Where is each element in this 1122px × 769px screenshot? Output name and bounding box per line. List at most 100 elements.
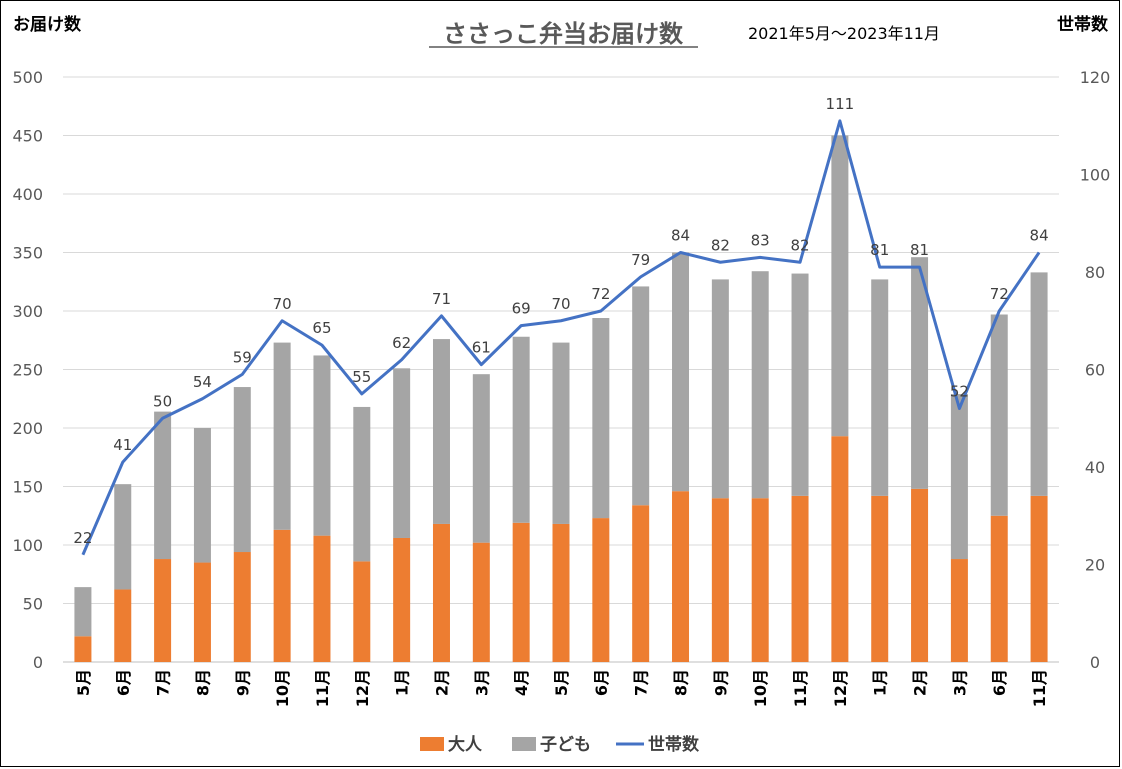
household-data-label: 79 — [631, 251, 650, 269]
household-data-label: 71 — [432, 290, 451, 308]
x-axis: 5月 6月 7月 8月 9月 10月 11月 12月 1月 2月 3月 4月 5月 6月 7月 8月 9月 10月… — [74, 669, 1049, 707]
bar-child — [1030, 272, 1048, 496]
y-left-tick-label: 450 — [12, 127, 43, 146]
x-tick-label: 9月 — [711, 669, 730, 696]
x-tick-label: 3月 — [950, 669, 969, 696]
legend-label-adult: 大人 — [448, 734, 483, 755]
x-tick-label: 11月 — [313, 669, 332, 707]
y-right-tick-label: 100 — [1080, 166, 1111, 185]
y-right-tick-label: 40 — [1085, 458, 1105, 477]
y-left-tick-label: 350 — [12, 244, 43, 263]
bar-child — [632, 286, 650, 506]
household-data-label: 52 — [950, 383, 969, 401]
bar-adult — [831, 436, 849, 662]
x-tick-label: 6月 — [592, 669, 611, 696]
bar-adult — [871, 495, 889, 662]
household-data-label: 84 — [671, 227, 690, 245]
bar-child — [472, 374, 490, 543]
bar-adult — [273, 529, 291, 662]
household-data-label: 61 — [472, 339, 491, 357]
bar-child — [871, 279, 889, 496]
bar-child — [393, 368, 411, 538]
chart-title: ささっこ弁当お届け数 — [443, 20, 684, 48]
x-tick-label: 2月 — [911, 669, 930, 696]
legend-swatch-adult — [420, 737, 444, 751]
x-tick-label: 12月 — [353, 669, 372, 707]
bar-child — [831, 135, 849, 437]
bar-adult — [632, 505, 650, 662]
legend-label-household: 世帯数 — [648, 734, 700, 755]
x-tick-label: 5月 — [552, 669, 571, 696]
x-tick-label: 12月 — [831, 669, 850, 707]
y-right-tick-label: 60 — [1085, 361, 1105, 380]
bar-adult — [911, 488, 929, 662]
bar-adult — [74, 636, 92, 662]
x-tick-label: 1月 — [871, 669, 890, 696]
bar-child — [552, 342, 570, 524]
household-data-label: 81 — [870, 241, 889, 259]
x-tick-label: 6月 — [990, 669, 1009, 696]
bar-adult — [592, 518, 610, 662]
y-axis-right-title: 世帯数 — [1057, 14, 1109, 35]
bar-adult — [711, 498, 729, 662]
bar-adult — [990, 515, 1008, 662]
bar-adult — [472, 542, 490, 662]
bar-child — [950, 394, 968, 560]
x-tick-label: 6月 — [114, 669, 133, 696]
household-data-label: 84 — [1030, 227, 1049, 245]
household-data-label: 65 — [312, 319, 331, 337]
bar-child — [990, 314, 1008, 516]
y-left-tick-label: 100 — [12, 536, 43, 555]
y-left-tick-label: 200 — [12, 419, 43, 438]
x-tick-label: 9月 — [233, 669, 252, 696]
bars — [74, 135, 1048, 662]
y-right-tick-label: 20 — [1085, 556, 1105, 575]
x-tick-label: 5月 — [74, 669, 93, 696]
household-data-label: 72 — [591, 285, 610, 303]
bar-adult — [432, 523, 450, 662]
bar-child — [193, 428, 211, 563]
x-tick-label: 8月 — [672, 669, 691, 696]
x-tick-label: 8月 — [193, 669, 212, 696]
x-tick-label: 11月 — [791, 669, 810, 707]
bar-adult — [672, 491, 690, 662]
household-data-label: 111 — [826, 95, 855, 113]
x-tick-label: 1月 — [393, 669, 412, 696]
legend: 大人 子ども 世帯数 — [420, 734, 700, 755]
household-data-label: 22 — [73, 529, 92, 547]
bar-adult — [193, 562, 211, 662]
line-series — [81, 119, 1041, 556]
bar-child — [313, 355, 331, 536]
x-tick-label: 11月 — [1030, 669, 1049, 707]
bar-child — [911, 257, 929, 489]
x-tick-label: 3月 — [472, 669, 491, 696]
bar-child — [751, 271, 769, 499]
bar-adult — [353, 561, 371, 662]
y-left-tick-label: 500 — [12, 68, 43, 87]
bar-adult — [114, 589, 132, 662]
household-data-label: 55 — [352, 368, 371, 386]
y-left-tick-label: 300 — [12, 302, 43, 321]
bar-adult — [1030, 495, 1048, 662]
y-left-tick-label: 250 — [12, 361, 43, 380]
bar-child — [512, 336, 530, 523]
legend-label-child: 子ども — [540, 735, 591, 755]
bar-child — [791, 273, 809, 496]
legend-swatch-child — [512, 737, 536, 751]
bar-adult — [552, 523, 570, 662]
household-data-label: 82 — [711, 236, 730, 254]
bar-child — [592, 318, 610, 519]
household-data-label: 62 — [392, 334, 411, 352]
y-right-tick-label: 120 — [1080, 68, 1111, 87]
y-left-tick-label: 400 — [12, 185, 43, 204]
household-data-label: 70 — [551, 295, 570, 313]
x-tick-label: 7月 — [154, 669, 173, 696]
household-data-label: 83 — [751, 231, 770, 249]
y-right-tick-label: 0 — [1090, 653, 1100, 672]
y-axis-right: 0 20 40 60 80 100 120 — [1080, 68, 1111, 672]
household-data-label: 54 — [193, 373, 212, 391]
household-data-label: 82 — [790, 236, 809, 254]
bar-child — [353, 406, 371, 562]
